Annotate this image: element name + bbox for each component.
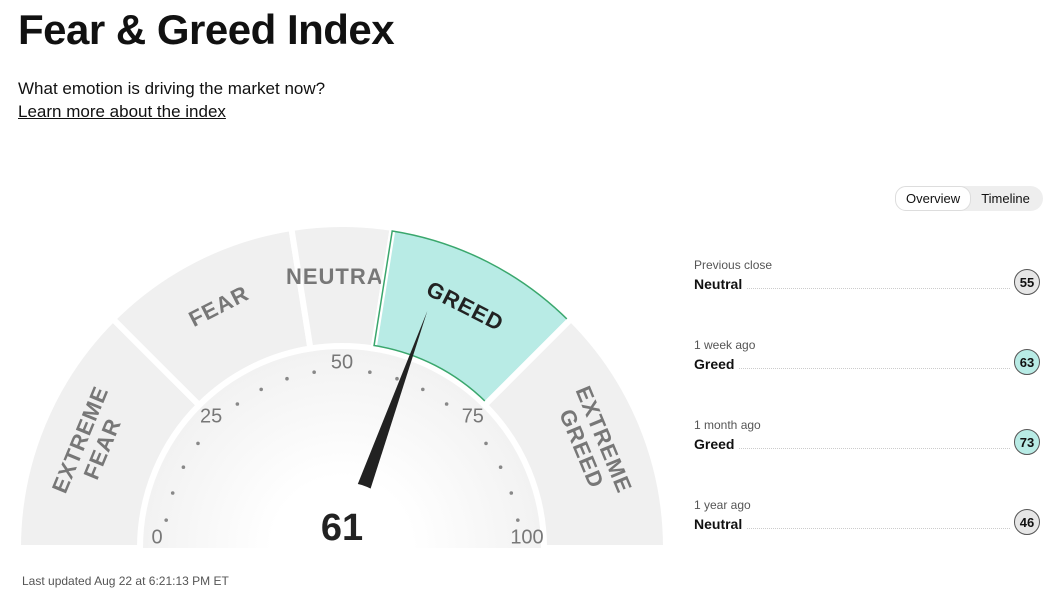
dotted-rule: [694, 448, 1010, 449]
gauge-dot: [368, 370, 372, 374]
history-rating: Greed: [694, 356, 739, 372]
gauge-dot: [421, 387, 425, 392]
history-value: 73: [1014, 429, 1040, 455]
history-label: 1 year ago: [694, 498, 751, 512]
history-rating: Greed: [694, 436, 739, 452]
tick-label: 75: [462, 405, 484, 427]
last-updated: Last updated Aug 22 at 6:21:13 PM ET: [22, 574, 229, 588]
dotted-rule: [694, 528, 1010, 529]
history-label: 1 week ago: [694, 338, 756, 352]
needle: [355, 310, 428, 494]
history-row: 1 month ago Greed 73: [694, 418, 1040, 478]
gauge-segment: [480, 314, 670, 551]
score-disc: [276, 482, 408, 548]
history-value: 55: [1014, 269, 1040, 295]
dotted-rule: [694, 288, 1010, 289]
history-value: 46: [1014, 509, 1040, 535]
gauge-dot: [444, 402, 449, 406]
tab[interactable]: Overview: [895, 186, 972, 211]
tick-label: 0: [151, 526, 162, 548]
gauge-dot: [509, 491, 514, 495]
history-row: Previous close Neutral 55: [694, 258, 1040, 318]
gauge-dot: [498, 465, 503, 469]
learn-more-link[interactable]: Learn more about the index: [18, 102, 226, 121]
gauge-dot: [285, 376, 289, 381]
tick-label: 25: [200, 405, 222, 427]
subtitle: What emotion is driving the market now?: [18, 79, 326, 98]
gauge-inner: [142, 348, 542, 548]
history-value: 63: [1014, 349, 1040, 375]
segment-label: NEUTRAL: [286, 264, 398, 289]
gauge-dot: [312, 370, 316, 374]
gauge-dot: [164, 518, 168, 522]
page-title: Fear & Greed Index: [18, 6, 395, 53]
history-label: Previous close: [694, 258, 773, 272]
gauge-dot: [516, 518, 520, 522]
history-row: 1 week ago Greed 63: [694, 338, 1040, 398]
tick-label: 50: [331, 351, 353, 373]
history-label: 1 month ago: [694, 418, 761, 432]
gauge-dot: [196, 441, 200, 446]
dotted-rule: [694, 368, 1010, 369]
gauge-dot: [181, 465, 186, 469]
tab[interactable]: Timeline: [981, 191, 1030, 206]
score: 61: [321, 507, 363, 549]
view-toggle: Overview Timeline: [895, 186, 1043, 211]
gauge-dot: [259, 387, 263, 392]
history-rating: Neutral: [694, 276, 747, 292]
gauge-dot: [395, 376, 399, 381]
tick-label: 100: [510, 526, 543, 548]
history-rating: Neutral: [694, 516, 747, 532]
gauge-dot: [235, 402, 240, 406]
gauge-dot: [484, 441, 488, 446]
gauge-dot: [170, 491, 175, 495]
segment-label-line: NEUTRAL: [286, 264, 398, 289]
history-row: 1 year ago Neutral 46: [694, 498, 1040, 558]
